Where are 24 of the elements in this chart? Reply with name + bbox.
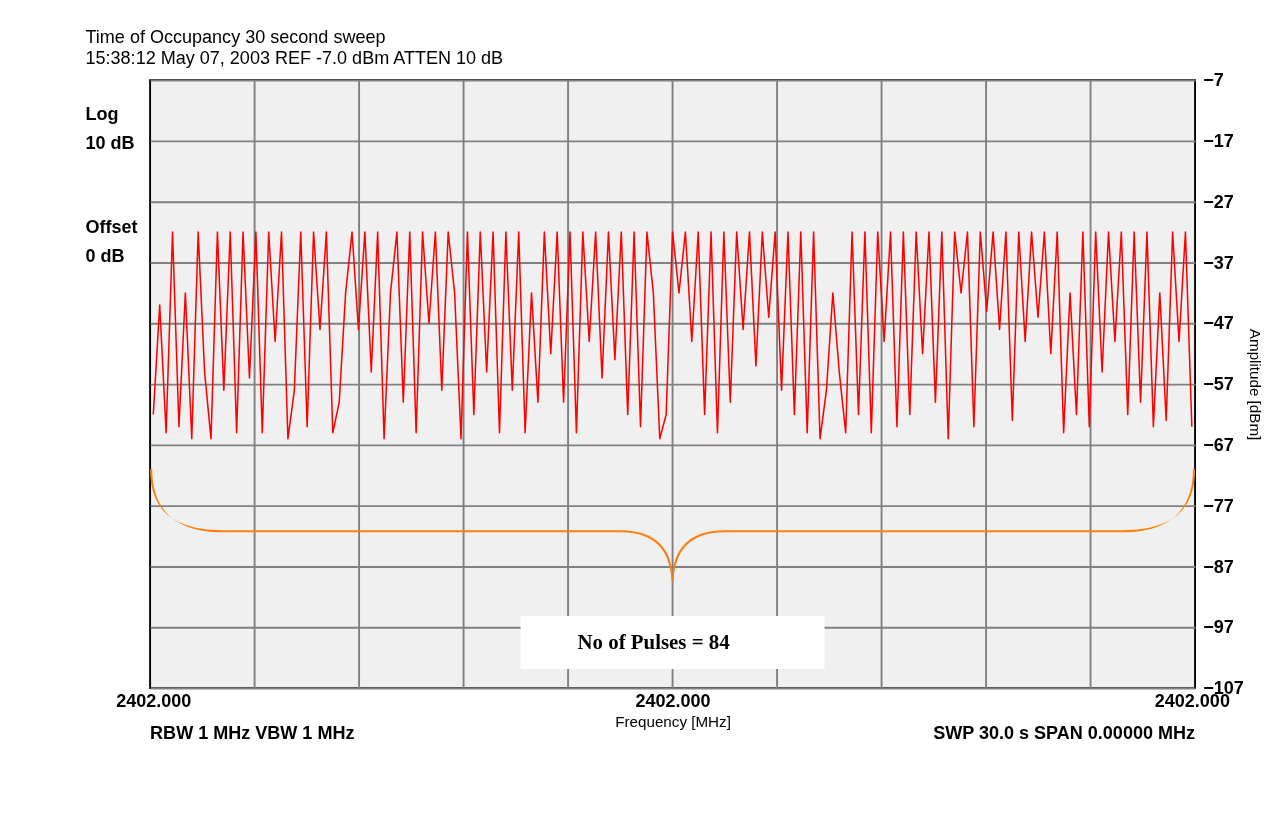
text: Log: [85, 104, 119, 125]
text: 0 dB: [85, 245, 125, 266]
y-axis-title: Amplitude [dBm]: [1247, 328, 1265, 441]
x-axis-title: Frequency [MHz]: [615, 712, 731, 730]
chart-subtitle: 15:38:12 May 07, 2003 REF -7.0 dBm ATTEN 10 dB: [85, 47, 504, 68]
line-series: [152, 231, 1193, 440]
y-tick-label: −7: [1203, 70, 1224, 91]
text: SWP 30.0 s SPAN 0.00000 MHz: [933, 723, 1196, 744]
y-tick-label: −97: [1203, 617, 1234, 638]
y-tick-label: −47: [1203, 313, 1234, 334]
text: RBW 1 MHz VBW 1 MHz: [150, 723, 355, 744]
y-tick-label: −77: [1203, 495, 1234, 516]
y-tick-label: −27: [1203, 191, 1234, 212]
y-tick-label: −37: [1203, 252, 1234, 273]
x-tick-label: 2402.000: [116, 690, 192, 711]
y-tick-label: −17: [1203, 131, 1234, 152]
annotation: No of Pulses = 84: [577, 630, 731, 655]
y-tick-label: −67: [1203, 435, 1234, 456]
chart-title: Time of Occupancy 30 second sweep: [85, 27, 386, 48]
text: Offset: [85, 217, 138, 238]
text: 10 dB: [85, 132, 135, 153]
y-tick-label: −87: [1203, 556, 1234, 577]
y-tick-label: −57: [1203, 374, 1234, 395]
x-tick-label: 2402.000: [635, 690, 711, 711]
